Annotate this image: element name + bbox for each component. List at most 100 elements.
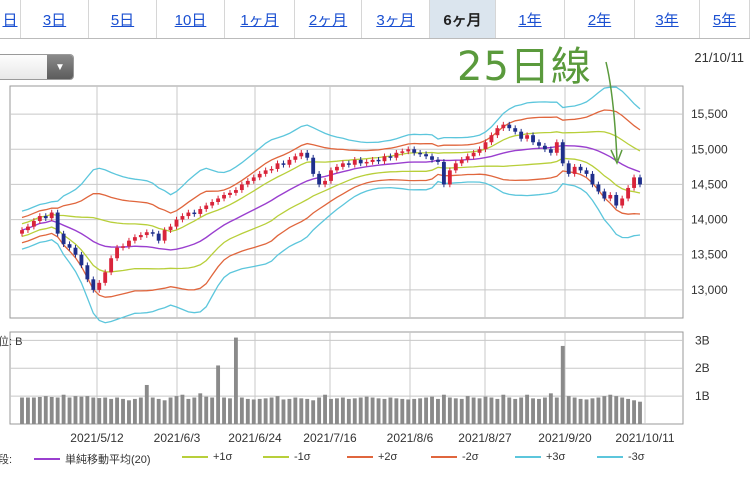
volume-bar xyxy=(614,396,619,424)
price-tick-label: 13,500 xyxy=(691,248,728,262)
candle-body xyxy=(269,168,274,171)
candle-body xyxy=(382,156,387,162)
candle-body xyxy=(596,184,601,192)
volume-bar xyxy=(542,397,547,424)
volume-bar xyxy=(150,397,155,424)
candle-body xyxy=(144,232,149,236)
volume-bar xyxy=(216,365,221,424)
candle-body xyxy=(590,173,595,185)
candle-body xyxy=(352,159,357,165)
candle-body xyxy=(239,184,244,191)
volume-bar xyxy=(281,399,286,424)
legend-label: +1σ xyxy=(213,451,233,463)
candle-body xyxy=(602,191,607,199)
volume-bar xyxy=(465,396,470,424)
dropdown-arrow-icon[interactable]: ▼ xyxy=(47,55,73,79)
candle-body xyxy=(418,152,423,155)
volume-bar xyxy=(305,398,310,424)
candle-body xyxy=(305,152,310,158)
volume-bar xyxy=(370,397,375,424)
volume-bar xyxy=(441,394,446,424)
tab-3[interactable]: 10日 xyxy=(157,0,225,38)
volume-bar xyxy=(43,396,48,424)
volume-bar xyxy=(537,398,541,424)
volume-bar xyxy=(20,397,24,424)
legend-label: -1σ xyxy=(294,451,311,463)
candle-body xyxy=(441,161,446,185)
tab-6[interactable]: 3ヶ月 xyxy=(362,0,430,38)
volume-bar xyxy=(453,398,458,424)
candle-body xyxy=(453,163,458,171)
volume-bar xyxy=(548,393,553,424)
volume-bar xyxy=(245,398,250,424)
volume-bar xyxy=(144,384,149,424)
candle-body xyxy=(162,230,167,241)
tab-1[interactable]: 3日 xyxy=(21,0,89,38)
candle-body xyxy=(542,145,547,150)
candle-body xyxy=(85,265,90,280)
volume-bar xyxy=(293,397,298,424)
volume-bar xyxy=(495,398,500,424)
volume-bar xyxy=(210,397,215,424)
tab-9[interactable]: 2年 xyxy=(565,0,635,38)
volume-bar xyxy=(26,397,30,424)
volume-bar xyxy=(31,397,36,424)
tab-5[interactable]: 2ヶ月 xyxy=(295,0,362,38)
candle-body xyxy=(513,128,518,132)
volume-bar xyxy=(447,397,452,424)
candle-body xyxy=(311,157,316,174)
candle-body xyxy=(115,247,120,259)
volume-bar xyxy=(138,397,143,424)
candle-body xyxy=(370,159,375,162)
price-tick-label: 14,500 xyxy=(691,177,728,191)
volume-bar xyxy=(85,396,90,424)
volume-bar xyxy=(352,398,357,424)
volume-bar xyxy=(430,396,434,424)
tab-4[interactable]: 1ヶ月 xyxy=(225,0,295,38)
candle-body xyxy=(501,124,506,129)
volume-bar xyxy=(198,393,203,424)
volume-bar xyxy=(73,396,78,424)
candle-body xyxy=(73,247,78,255)
candle-body xyxy=(584,170,589,174)
candle-body xyxy=(222,194,226,199)
x-tick-label: 2021/5/12 xyxy=(70,431,124,445)
candle-body xyxy=(346,163,351,165)
volume-bar xyxy=(192,397,197,424)
volume-bar xyxy=(513,398,518,424)
band-2sigma-upper xyxy=(21,109,641,219)
price-tick-label: 14,000 xyxy=(691,213,728,227)
candle-body xyxy=(204,205,209,210)
volume-bar xyxy=(638,401,642,424)
band-3sigma-lower xyxy=(21,180,641,324)
legend-item: +1σ xyxy=(182,451,232,463)
candle-body xyxy=(519,131,524,139)
tab-10[interactable]: 3年 xyxy=(635,0,700,38)
candle-body xyxy=(459,159,464,164)
volume-bar xyxy=(49,396,54,424)
volume-bar xyxy=(323,394,327,424)
tab-0[interactable]: 日 xyxy=(0,0,21,38)
indicator-select[interactable]: ▼ xyxy=(0,54,74,80)
volume-bar xyxy=(257,398,262,424)
volume-bar xyxy=(251,399,256,424)
volume-bar xyxy=(186,398,191,424)
volume-bar xyxy=(394,398,399,424)
candle-body xyxy=(406,149,411,152)
candle-body xyxy=(537,142,541,146)
candle-body xyxy=(97,282,102,290)
legend-item: 単純移動平均(20) xyxy=(34,451,151,467)
tab-7[interactable]: 6ヶ月 xyxy=(430,0,496,38)
candle-body xyxy=(67,244,72,248)
tab-2[interactable]: 5日 xyxy=(89,0,157,38)
candle-body xyxy=(251,177,256,181)
candle-body xyxy=(323,180,327,185)
volume-bar xyxy=(275,396,280,424)
price-panel xyxy=(9,85,684,319)
volume-bar xyxy=(180,394,185,424)
candle-body xyxy=(192,212,197,215)
volume-bar xyxy=(233,337,238,424)
tab-8[interactable]: 1年 xyxy=(496,0,565,38)
candle-body xyxy=(424,154,429,157)
volume-bar xyxy=(572,397,577,424)
